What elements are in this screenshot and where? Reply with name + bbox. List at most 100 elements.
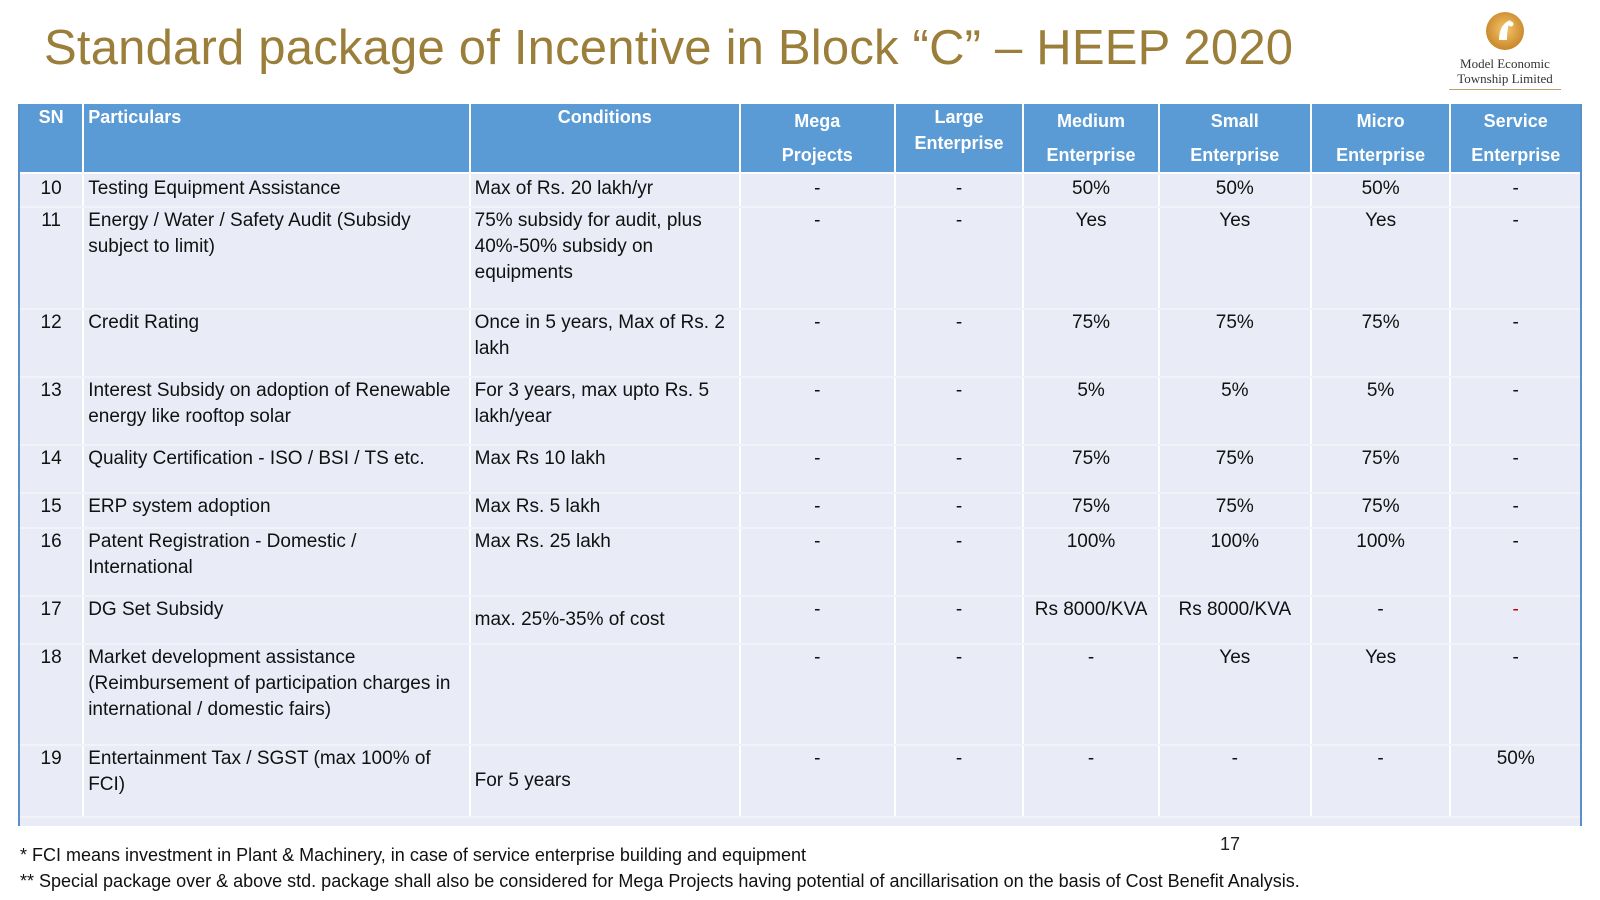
cell-small: Yes: [1158, 644, 1312, 746]
cell-particulars: ERP system adoption: [83, 493, 471, 529]
cell-medium: 75%: [1023, 493, 1160, 529]
cell-large: -: [894, 173, 1025, 208]
cell-conditions: Max Rs 10 lakh: [469, 445, 741, 494]
cell-sn: 12: [20, 309, 85, 378]
header-small-line1: Small: [1210, 111, 1259, 131]
table-row: 14 Quality Certification - ISO / BSI / T…: [20, 445, 1580, 494]
cell-mega: -: [739, 207, 896, 310]
cell-medium: Rs 8000/KVA: [1023, 596, 1160, 645]
cell-service: -: [1450, 207, 1580, 310]
cell-large: -: [894, 745, 1025, 818]
header-large-line2: Enterprise: [914, 133, 1004, 153]
text-line: International: [88, 557, 193, 578]
cell-mega: -: [739, 173, 896, 208]
header-micro-line2: Enterprise: [1336, 145, 1426, 165]
table-row: 13 Interest Subsidy on adoption of Renew…: [20, 377, 1580, 446]
text-line: DG Set Subsidy: [88, 599, 224, 620]
header-micro-line1: Micro: [1356, 111, 1405, 131]
text-line: ERP system adoption: [88, 496, 271, 517]
logo-line-2: Township Limited: [1457, 71, 1553, 86]
text-line: max. 25%-35% of cost: [474, 609, 665, 630]
cell-medium: 75%: [1023, 445, 1160, 494]
logo-underline: [1449, 89, 1561, 90]
cell-conditions: For 5 years: [469, 745, 741, 818]
cell-large: -: [894, 445, 1025, 494]
text-line: 40%-50% subsidy on: [474, 236, 654, 257]
cell-sn: 15: [20, 493, 85, 529]
header-large-line1: Large: [934, 107, 984, 127]
cell-sn: 18: [20, 644, 85, 746]
text-line: Market development assistance: [88, 647, 356, 668]
header-medium-enterprise: Medium Enterprise: [1023, 104, 1160, 174]
text-line: FCI): [88, 774, 126, 795]
cell-medium: 5%: [1023, 377, 1160, 446]
table-row: 18 Market development assistance (Reimbu…: [20, 644, 1580, 746]
cell-medium: -: [1023, 644, 1160, 746]
header-sn: SN: [20, 104, 85, 174]
cell-medium: -: [1023, 745, 1160, 818]
cell-micro: 100%: [1310, 528, 1452, 597]
cell-sn: 10: [20, 173, 85, 208]
cell-small: 75%: [1158, 493, 1312, 529]
cell-service: -: [1450, 309, 1580, 378]
cell-particulars: Market development assistance (Reimburse…: [83, 644, 471, 746]
cell-particulars: Patent Registration - Domestic / Interna…: [83, 528, 471, 597]
table-row: 19 Entertainment Tax / SGST (max 100% of…: [20, 745, 1580, 818]
text-line: Entertainment Tax / SGST (max 100% of: [88, 748, 431, 769]
cell-medium: 75%: [1023, 309, 1160, 378]
header-conditions: Conditions: [469, 104, 741, 174]
page-title: Standard package of Incentive in Block “…: [44, 21, 1294, 75]
logo-line-1: Model Economic: [1460, 56, 1550, 71]
text-line: Max Rs. 25 lakh: [474, 531, 611, 552]
page-number: 17: [1220, 834, 1241, 854]
text-line: For 3 years, max upto Rs. 5: [474, 380, 710, 401]
cell-large: -: [894, 493, 1025, 529]
text-line: For 5 years: [474, 770, 571, 791]
cell-conditions: Max of Rs. 20 lakh/yr: [469, 173, 741, 208]
text-line: Max Rs 10 lakh: [474, 448, 606, 469]
text-line: Quality Certification - ISO / BSI / TS e…: [88, 448, 425, 469]
text-line: Credit Rating: [88, 312, 200, 333]
header-micro-enterprise: Micro Enterprise: [1310, 104, 1452, 174]
cell-medium: 100%: [1023, 528, 1160, 597]
cell-mega: -: [739, 596, 896, 645]
cell-sn: 14: [20, 445, 85, 494]
text-line: subject to limit): [88, 236, 215, 257]
cell-conditions: Max Rs. 25 lakh: [469, 528, 741, 597]
cell-conditions: Max Rs. 5 lakh: [469, 493, 741, 529]
cell-micro: 75%: [1310, 493, 1452, 529]
header-small-line2: Enterprise: [1190, 145, 1280, 165]
text-line: 75% subsidy for audit, plus: [474, 210, 702, 231]
cell-large: -: [894, 207, 1025, 310]
cell-micro: Yes: [1310, 644, 1452, 746]
incentive-table-container: SN Particulars Conditions Mega Projects …: [18, 104, 1582, 826]
cell-mega: -: [739, 644, 896, 746]
cell-sn: 11: [20, 207, 85, 310]
footnote-fci: * FCI means investment in Plant & Machin…: [20, 845, 807, 865]
cell-service: 50%: [1450, 745, 1580, 818]
cell-service: -: [1450, 377, 1580, 446]
cell-small: 100%: [1158, 528, 1312, 597]
table-row: 11 Energy / Water / Safety Audit (Subsid…: [20, 207, 1580, 310]
cell-micro: 75%: [1310, 309, 1452, 378]
table-row: 17 DG Set Subsidy max. 25%-35% of cost -…: [20, 596, 1580, 645]
cell-small: -: [1158, 745, 1312, 818]
cell-small: Yes: [1158, 207, 1312, 310]
table-header-row: SN Particulars Conditions Mega Projects …: [20, 104, 1580, 174]
cell-particulars: Interest Subsidy on adoption of Renewabl…: [83, 377, 471, 446]
reliance-drop-logo-icon: [1486, 12, 1524, 50]
text-line: Patent Registration - Domestic /: [88, 531, 357, 552]
footnotes: * FCI means investment in Plant & Machin…: [20, 842, 1300, 894]
cell-mega: -: [739, 493, 896, 529]
header-small-enterprise: Small Enterprise: [1158, 104, 1312, 174]
cell-large: -: [894, 309, 1025, 378]
cell-micro: -: [1310, 745, 1452, 818]
text-line: Once in 5 years, Max of Rs. 2: [474, 312, 725, 333]
text-line: lakh: [474, 338, 510, 359]
cell-conditions: Once in 5 years, Max of Rs. 2 lakh: [469, 309, 741, 378]
cell-sn: 13: [20, 377, 85, 446]
cell-particulars: Quality Certification - ISO / BSI / TS e…: [83, 445, 471, 494]
table-row: 16 Patent Registration - Domestic / Inte…: [20, 528, 1580, 597]
cell-conditions: [469, 644, 741, 746]
cell-service: -: [1450, 445, 1580, 494]
